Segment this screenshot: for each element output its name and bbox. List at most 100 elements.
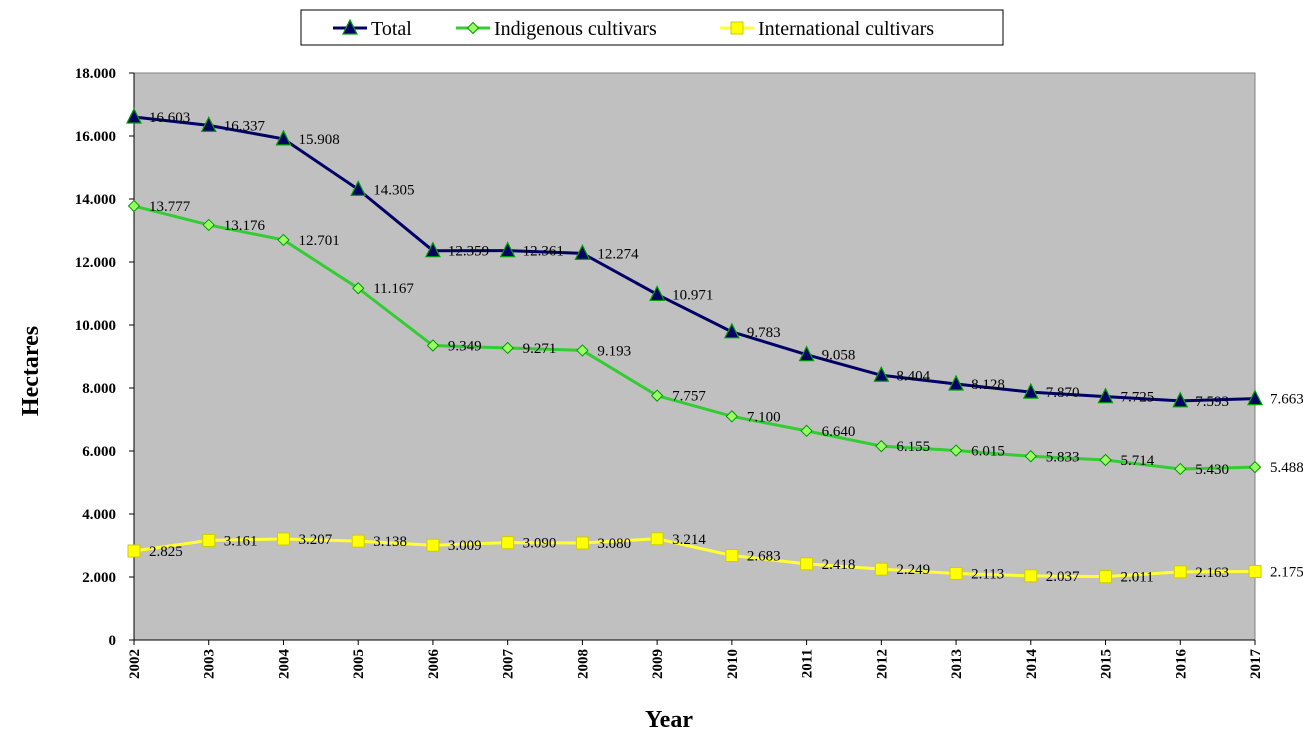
data-label: 15.908 <box>298 132 339 148</box>
x-tick-label: 2017 <box>1248 649 1264 680</box>
legend-swatch-marker <box>342 18 358 35</box>
data-label: 9.271 <box>523 341 557 357</box>
data-point <box>723 322 740 339</box>
data-label: 12.701 <box>298 233 339 249</box>
data-point <box>1099 570 1113 584</box>
data-label: 12.274 <box>597 246 639 262</box>
data-label: 8.128 <box>971 377 1005 393</box>
data-point <box>875 439 888 453</box>
data-label: 6.640 <box>822 424 856 440</box>
data-point <box>873 365 890 382</box>
y-tick-label: 8.000 <box>82 381 116 397</box>
data-point <box>650 532 664 546</box>
y-tick-label: 0 <box>109 633 117 649</box>
x-tick-label: 2003 <box>202 649 218 679</box>
y-tick-label: 4.000 <box>82 507 116 523</box>
data-label: 8.404 <box>896 368 930 384</box>
x-tick-label: 2009 <box>650 649 666 679</box>
series-line <box>133 115 1256 403</box>
data-label: 14.305 <box>373 182 414 198</box>
data-label: 11.167 <box>373 281 414 297</box>
data-point <box>202 533 216 547</box>
data-label: 7.663 <box>1270 392 1303 408</box>
data-point <box>800 557 814 571</box>
data-label: 6.015 <box>971 444 1005 460</box>
data-label: 12.359 <box>448 244 489 260</box>
legend-box <box>300 9 1004 46</box>
data-point <box>1024 569 1038 583</box>
data-label: 2.163 <box>1195 565 1229 581</box>
y-tick-label: 18.000 <box>75 66 116 82</box>
x-tick-label: 2002 <box>127 649 143 679</box>
data-point <box>650 389 664 402</box>
data-point <box>351 282 365 295</box>
data-label: 9.349 <box>448 339 482 355</box>
data-label: 7.725 <box>1121 390 1155 406</box>
x-tick-label: 2005 <box>351 649 367 679</box>
data-point <box>127 544 141 558</box>
legend: Total Indigenous cultivars International c… <box>300 9 1004 46</box>
data-label: 5.833 <box>1046 449 1080 465</box>
y-tick-label: 12.000 <box>75 255 116 271</box>
data-point <box>499 241 516 258</box>
data-label: 3.161 <box>224 533 258 549</box>
data-label: 7.870 <box>1046 385 1080 401</box>
data-point <box>949 444 963 457</box>
data-point <box>424 241 441 258</box>
data-label: 5.430 <box>1195 462 1229 478</box>
data-point <box>275 129 292 146</box>
data-label: 6.155 <box>896 439 930 455</box>
data-point <box>949 566 963 580</box>
legend-swatch-marker <box>466 21 480 35</box>
data-point <box>576 344 589 357</box>
data-label: 10.971 <box>672 287 713 303</box>
y-tick-label: 6.000 <box>82 444 116 460</box>
data-point <box>426 538 440 552</box>
data-point <box>1022 382 1039 399</box>
data-point <box>1248 460 1262 474</box>
y-tick-label: 2.000 <box>82 570 116 586</box>
data-point <box>1099 453 1112 467</box>
data-point <box>574 244 591 260</box>
data-point <box>351 534 365 548</box>
data-point <box>1174 462 1187 476</box>
x-axis-title: Year <box>645 707 693 733</box>
y-axis-title: Hectares <box>18 326 44 416</box>
data-labels: 16.603 16.337 15.908 14.305 12.359 12.361 12.2… <box>149 110 1303 586</box>
data-point <box>1248 564 1262 578</box>
data-label: 13.176 <box>224 218 266 234</box>
x-tick-label: 2006 <box>426 649 442 680</box>
data-point <box>874 562 888 576</box>
data-point <box>1247 389 1263 406</box>
x-tick-label: 2004 <box>276 649 292 680</box>
data-point <box>1172 391 1189 408</box>
x-tick-label: 2016 <box>1173 649 1189 680</box>
x-tick-label: 2012 <box>874 649 890 679</box>
data-point <box>276 532 290 546</box>
data-label: 2.011 <box>1121 570 1154 586</box>
x-tick-label: 2008 <box>575 649 591 679</box>
data-point <box>426 339 440 352</box>
data-point <box>649 285 666 302</box>
data-label: 2.037 <box>1046 569 1080 585</box>
data-label: 9.058 <box>822 348 856 364</box>
data-point <box>202 218 215 232</box>
data-point <box>350 180 367 196</box>
data-label: 9.193 <box>597 343 631 359</box>
data-label: 2.175 <box>1270 564 1303 580</box>
data-label: 2.113 <box>971 566 1004 582</box>
plot-area <box>133 72 1256 641</box>
legend-swatch-marker <box>730 21 744 35</box>
data-label: 13.777 <box>149 199 191 215</box>
data-label: 9.783 <box>747 325 781 341</box>
series-line <box>133 204 1256 471</box>
data-label: 5.714 <box>1121 453 1155 469</box>
legend-label: Total <box>371 18 412 40</box>
data-label: 3.009 <box>448 538 482 554</box>
axes: 0 2.000 4.000 6.000 8.000 10.000 12.000 14.000 1… <box>75 66 1264 679</box>
x-tick-label: 2013 <box>949 649 965 679</box>
series-line <box>133 537 1256 579</box>
data-label: 2.249 <box>896 562 930 578</box>
data-point <box>501 341 514 355</box>
